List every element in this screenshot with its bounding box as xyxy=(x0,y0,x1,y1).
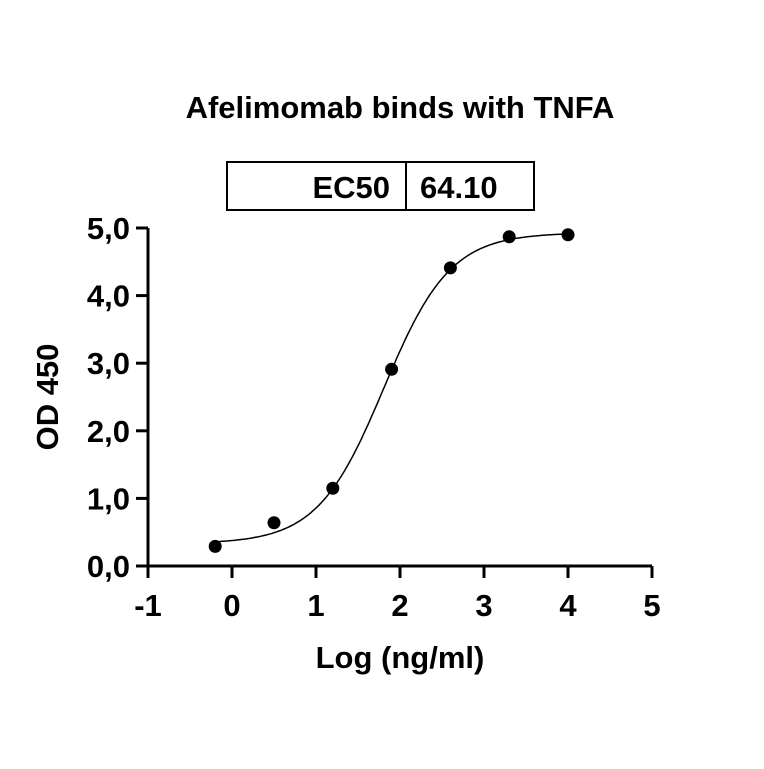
x-tick-label: 2 xyxy=(391,588,408,623)
y-axis-label: OD 450 xyxy=(30,344,65,451)
x-tick-label: 3 xyxy=(475,588,492,623)
y-tick-label: 1,0 xyxy=(87,481,130,516)
ec50-table: EC50 64.10 xyxy=(226,161,535,211)
data-point xyxy=(561,228,575,242)
ec50-table-border xyxy=(226,161,535,211)
y-tick-label: 3,0 xyxy=(87,346,130,381)
fit-curve xyxy=(215,233,569,543)
data-point xyxy=(267,516,281,530)
y-tick-label: 2,0 xyxy=(87,414,130,449)
y-tick-label: 0,0 xyxy=(87,549,130,584)
ec50-label: EC50 xyxy=(312,170,390,205)
y-tick-label: 4,0 xyxy=(87,279,130,314)
x-tick-label: -1 xyxy=(134,588,162,623)
x-tick-label: 0 xyxy=(223,588,240,623)
data-point xyxy=(208,539,222,553)
ec50-value: 64.10 xyxy=(420,170,498,205)
x-tick-label: 5 xyxy=(643,588,660,623)
data-point xyxy=(443,261,457,275)
data-point xyxy=(385,362,399,376)
data-point xyxy=(502,230,516,244)
data-point xyxy=(326,481,340,495)
x-tick-label: 1 xyxy=(307,588,324,623)
y-tick-label: 5,0 xyxy=(87,211,130,246)
x-tick-label: 4 xyxy=(559,588,577,623)
x-axis-label: Log (ng/ml) xyxy=(316,640,485,675)
chart-title: Afelimomab binds with TNFA xyxy=(186,90,615,125)
